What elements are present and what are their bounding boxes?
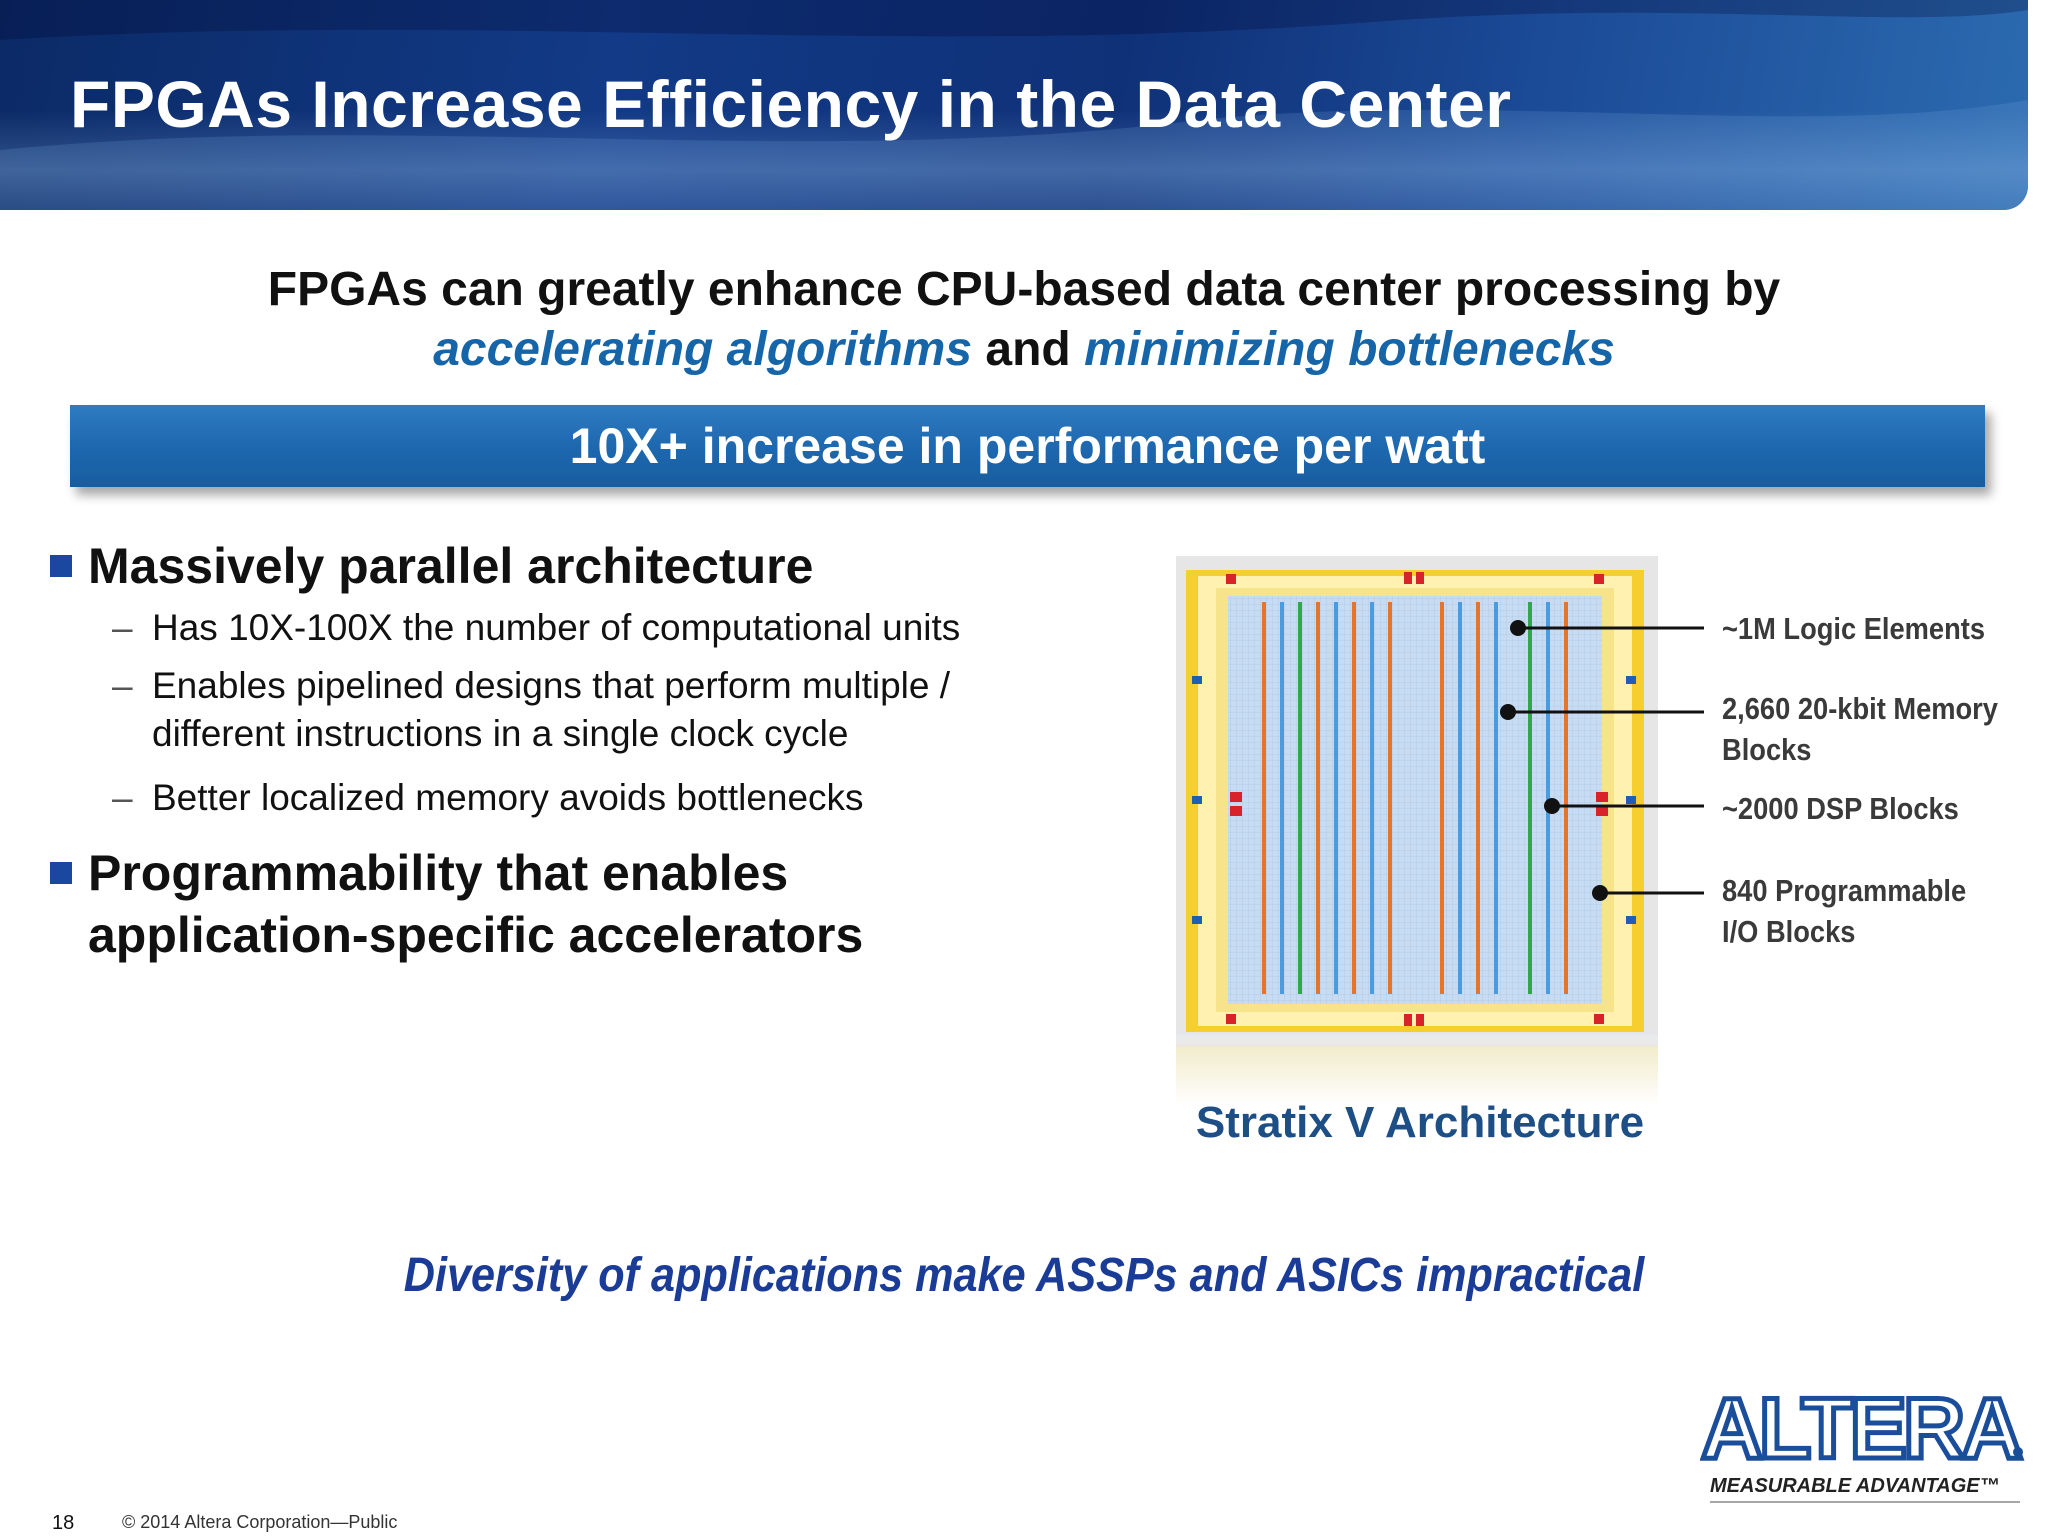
callout-logic-elements: ~1M Logic Elements — [1722, 611, 1986, 646]
square-bullet-icon — [50, 555, 72, 577]
bullet-text: Massively parallel architecture — [88, 538, 814, 594]
callout-dot-memory — [1500, 704, 1516, 720]
page-number: 18 — [52, 1512, 75, 1534]
callout-memory-line-2: Blocks — [1722, 732, 1812, 767]
bottom-message: Diversity of applications make ASSPs and… — [403, 1249, 1645, 1302]
sub-bullet-text: Better localized memory avoids bottlenec… — [152, 777, 864, 818]
sub-bullet-3: – Better localized memory avoids bottlen… — [112, 774, 864, 822]
slide-title: FPGAs Increase Efficiency in the Data Ce… — [70, 67, 1512, 141]
blue-pads — [1192, 676, 1636, 924]
performance-banner: 10X+ increase in performance per watt — [70, 405, 1985, 487]
subtitle-and: and — [972, 323, 1085, 376]
copyright-notice: © 2014 Altera Corporation—Public — [122, 1512, 398, 1532]
bullet-programmability: Programmability that enables application… — [50, 842, 863, 966]
square-bullet-icon — [50, 862, 72, 884]
chip-reflection — [1176, 1046, 1658, 1106]
header-band: FPGAs Increase Efficiency in the Data Ce… — [0, 0, 2028, 210]
sub-bullet-text: Enables pipelined designs that perform m… — [152, 665, 951, 754]
io-pads — [1226, 572, 1608, 1026]
sub-bullet-2: – Enables pipelined designs that perform… — [112, 662, 1092, 758]
callout-dot-logic — [1510, 620, 1526, 636]
callout-dot-dsp — [1544, 798, 1560, 814]
dash-icon: – — [112, 665, 133, 706]
logo-text: ALTERA — [1701, 1381, 2021, 1477]
callout-io-line-2: I/O Blocks — [1722, 914, 1856, 949]
subtitle-highlight-minimizing: minimizing bottlenecks — [1084, 323, 1615, 376]
chip-caption: Stratix V Architecture — [1195, 1098, 1645, 1147]
fpga-chip-diagram — [1176, 556, 1658, 1046]
callout-memory-blocks: 2,660 20-kbit Memory Blocks — [1722, 688, 1998, 770]
logic-columns — [1262, 602, 1568, 994]
callout-io-line-1: 840 Programmable — [1722, 873, 1967, 908]
sub-bullet-1: – Has 10X-100X the number of computation… — [112, 604, 961, 652]
dash-icon: – — [112, 607, 133, 648]
callout-dot-io — [1592, 885, 1608, 901]
callout-memory-line-1: 2,660 20-kbit Memory — [1722, 691, 1998, 726]
sub-bullet-text: Has 10X-100X the number of computational… — [152, 607, 961, 648]
bullet-text-line-2: application-specific accelerators — [88, 907, 864, 963]
subtitle-line-2: accelerating algorithms and minimizing b… — [0, 322, 2048, 377]
callout-dsp-blocks: ~2000 DSP Blocks — [1722, 791, 1959, 826]
logo-tagline: MEASURABLE ADVANTAGE™ — [1710, 1475, 2000, 1497]
callout-io-blocks: 840 Programmable I/O Blocks — [1722, 870, 1966, 952]
subtitle-highlight-accelerating: accelerating algorithms — [433, 323, 973, 376]
altera-logo: ALTERA MEASURABLE ADVANTAGE™ — [1700, 1380, 2028, 1503]
bullet-massively-parallel: Massively parallel architecture — [50, 535, 813, 597]
dash-icon: – — [112, 777, 133, 818]
subtitle-line-1: FPGAs can greatly enhance CPU-based data… — [267, 263, 1781, 316]
bullet-text-line-1: Programmability that enables — [88, 845, 789, 901]
